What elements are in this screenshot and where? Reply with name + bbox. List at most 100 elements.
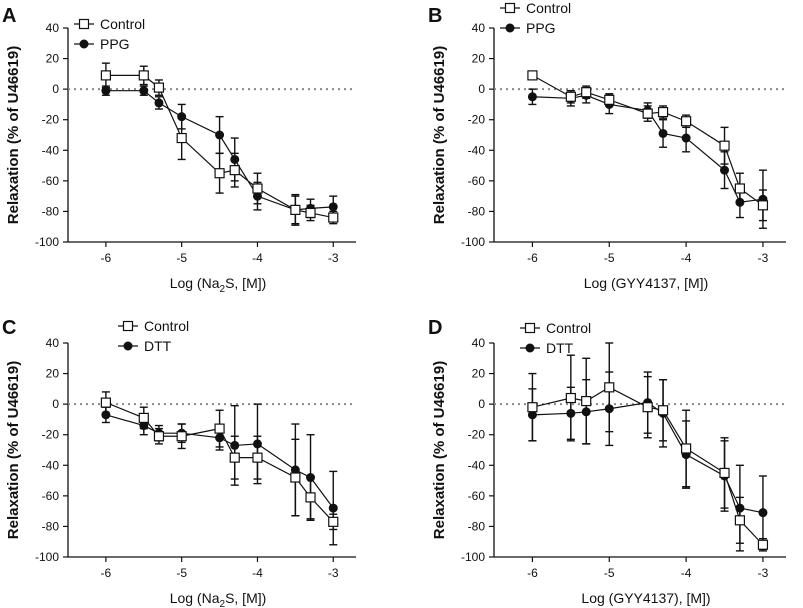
x-tick-label: -4	[681, 251, 692, 265]
data-point	[229, 452, 240, 463]
x-tick-label: -3	[328, 566, 339, 580]
panel-letter: A	[2, 5, 16, 27]
y-tick-label: 20	[46, 367, 60, 381]
chart-panel-c: C 40 20 0 -20 -40 -60 -80 -100 -6 -5 -4 -3 Relaxation…	[2, 317, 356, 608]
x-tick-label: -5	[604, 251, 615, 265]
data-point	[657, 106, 669, 118]
data-point	[214, 423, 225, 434]
data-point	[328, 516, 339, 527]
legend-marker	[524, 322, 536, 334]
y-tick-label: -20	[42, 428, 60, 442]
x-tick-label: -3	[758, 251, 769, 265]
panel-letter: D	[428, 317, 442, 339]
x-tick-label: -4	[681, 566, 692, 580]
data-point	[305, 492, 316, 503]
y-tick-label: 0	[478, 82, 485, 96]
x-axis-label: Log (GYY4137, [M])	[584, 275, 709, 291]
y-tick-label: 20	[472, 367, 486, 381]
data-point	[101, 410, 111, 420]
y-tick-label: -40	[42, 143, 60, 157]
chart-panel-b: B 40 20 0 -20 -40 -60 -80 -100 -6 -5 -4 -3 Relaxation…	[428, 0, 786, 291]
y-tick-label: -100	[461, 235, 485, 249]
y-tick-label: -20	[42, 113, 60, 127]
y-tick-label: -80	[468, 204, 486, 218]
data-point	[100, 70, 111, 81]
data-point	[642, 108, 653, 119]
data-point	[229, 165, 240, 176]
legend: Control DTT	[520, 320, 591, 356]
x-axis-label: Log (Na2S, [M])	[170, 275, 267, 295]
data-point	[176, 132, 187, 144]
y-tick-label: 20	[46, 52, 60, 66]
y-tick-label: -100	[461, 550, 485, 564]
y-axis-label: Relaxation (% of U46619)	[431, 46, 448, 224]
y-tick-label: -80	[42, 519, 60, 533]
y-axis-label: Relaxation (% of U46619)	[431, 361, 448, 539]
chart-panel-d: D 40 20 0 -20 -40 -60 -80 -100 -6 -5 -4 -3 Relaxation…	[428, 317, 786, 606]
y-tick-label: 20	[472, 52, 486, 66]
y-tick-label: 0	[52, 397, 59, 411]
data-point	[604, 94, 615, 105]
y-tick-label: -100	[35, 235, 59, 249]
legend-label: DTT	[144, 338, 172, 354]
legend-marker	[504, 2, 516, 14]
series-control	[100, 391, 339, 531]
y-tick-label: -40	[42, 458, 60, 472]
y-tick-label: -60	[42, 174, 60, 188]
y-tick-label: -100	[35, 550, 59, 564]
x-tick-label: -5	[604, 566, 615, 580]
legend: Control DTT	[118, 318, 189, 354]
data-point	[734, 515, 745, 526]
y-tick-label: -40	[468, 143, 486, 157]
data-point	[657, 405, 669, 416]
x-tick-label: -4	[252, 251, 263, 265]
legend: Control PPG	[500, 0, 571, 36]
data-point	[565, 392, 576, 404]
data-point	[138, 412, 149, 423]
legend-marker	[123, 341, 133, 351]
legend-label: Control	[144, 318, 189, 334]
data-point	[720, 165, 730, 175]
data-point	[153, 431, 165, 442]
data-point	[215, 130, 225, 140]
data-point	[604, 382, 615, 393]
legend-label: Control	[526, 0, 571, 16]
data-point	[681, 443, 692, 454]
x-axis-label: Log (GYY4137), [M])	[581, 590, 710, 606]
data-point	[565, 91, 576, 102]
legend-label: Control	[100, 16, 145, 32]
data-point	[328, 212, 339, 223]
legend-marker	[78, 18, 90, 30]
data-point	[328, 503, 338, 513]
y-tick-label: 40	[46, 336, 60, 350]
data-point	[153, 82, 165, 93]
y-tick-label: -80	[468, 519, 486, 533]
data-point	[527, 70, 538, 81]
y-tick-label: 0	[52, 82, 59, 96]
legend-marker	[505, 23, 515, 33]
data-point	[719, 467, 730, 479]
y-tick-label: -60	[468, 174, 486, 188]
y-tick-label: 40	[46, 21, 60, 35]
data-point	[719, 140, 730, 151]
data-point	[139, 86, 149, 96]
data-point	[681, 116, 692, 127]
data-point	[176, 431, 187, 442]
legend-label: DTT	[546, 340, 574, 356]
legend-label: PPG	[100, 36, 130, 52]
panel-letter: C	[2, 317, 16, 339]
series-control	[100, 62, 339, 225]
data-point	[214, 168, 225, 179]
chart-panel-a: A 40 20 0 -20 -40 -60 -80 -100 -6 -5 -4 -3 Relaxation…	[2, 5, 356, 295]
y-tick-label: -40	[468, 458, 486, 472]
data-point	[581, 87, 592, 98]
data-point	[328, 202, 338, 212]
data-point	[581, 395, 592, 407]
series-control	[527, 342, 769, 552]
x-tick-label: -5	[176, 251, 187, 265]
legend-marker	[525, 343, 535, 353]
panel-letter: B	[428, 5, 442, 27]
series-line	[532, 94, 764, 203]
legend: Control PPG	[74, 16, 145, 52]
